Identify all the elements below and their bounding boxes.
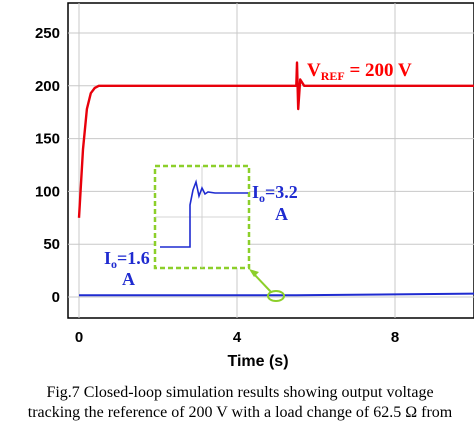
caption-line-1: Fig.7 Closed-loop simulation results sho… bbox=[46, 384, 434, 401]
x-axis-label: Time (s) bbox=[227, 353, 288, 370]
axis-ticks: 0 50 100 150 200 250 0 4 8 bbox=[35, 25, 399, 346]
x-tick-label: 8 bbox=[391, 329, 399, 346]
vref-label: VREF = 200 V bbox=[307, 60, 412, 83]
series-line-1 bbox=[79, 292, 474, 297]
io-label-after: Io=3.2 bbox=[252, 182, 298, 205]
chart: 0 50 100 150 200 250 0 4 8 VREF = 200 V Io=3.2 A… bbox=[35, 2, 474, 370]
io-label-after-unit: A bbox=[275, 204, 288, 224]
y-tick-label: 250 bbox=[35, 25, 60, 42]
io-label-before: Io=1.6 bbox=[104, 248, 150, 271]
y-tick-label: 0 bbox=[52, 289, 60, 306]
zoom-inset-grid bbox=[155, 166, 249, 268]
caption-line-2: tracking the reference of 200 V with a l… bbox=[27, 404, 453, 421]
plot-area bbox=[67, 2, 474, 319]
y-tick-label: 200 bbox=[35, 78, 60, 95]
zoom-inset-waveform bbox=[160, 179, 248, 248]
y-tick-label: 150 bbox=[35, 131, 60, 148]
zoom-arrow bbox=[252, 272, 272, 293]
x-tick-label: 4 bbox=[233, 329, 242, 346]
zoom-circle bbox=[267, 290, 285, 302]
y-tick-label: 100 bbox=[35, 183, 60, 200]
y-tick-label: 50 bbox=[43, 236, 60, 253]
zoom-arrowhead bbox=[249, 269, 259, 277]
x-tick-label: 0 bbox=[75, 329, 83, 346]
series-layer bbox=[77, 61, 474, 297]
io-label-before-unit: A bbox=[122, 269, 135, 289]
series-line-0 bbox=[77, 61, 474, 218]
